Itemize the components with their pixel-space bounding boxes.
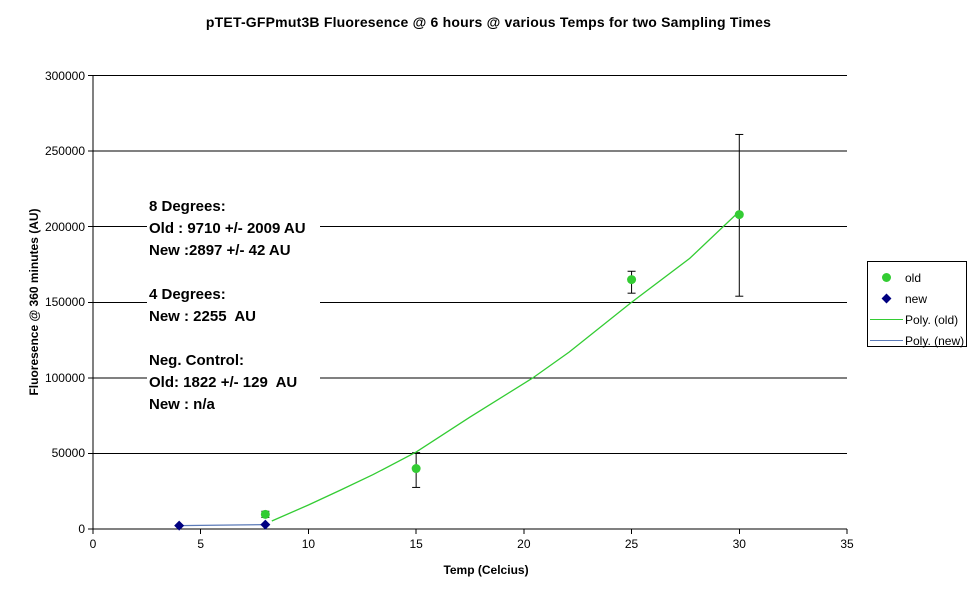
annotation-line: New :2897 +/- 42 AU bbox=[149, 242, 291, 259]
legend-item: Poly. (old) bbox=[868, 309, 966, 330]
x-tick-label: 25 bbox=[624, 537, 639, 551]
diamond-icon bbox=[881, 293, 892, 304]
legend: old new Poly. (old) Poly. (new) bbox=[867, 261, 967, 348]
legend-circle-swatch bbox=[868, 273, 905, 282]
legend-diamond-swatch bbox=[868, 293, 905, 304]
trendline-polyold bbox=[271, 210, 740, 522]
data-point-new bbox=[174, 520, 185, 531]
x-tick-label: 20 bbox=[517, 537, 531, 551]
x-tick-label: 5 bbox=[197, 537, 205, 551]
line-icon bbox=[870, 319, 903, 320]
x-tick-label: 30 bbox=[732, 537, 746, 551]
annotation-line: 8 Degrees: bbox=[149, 198, 226, 215]
legend-item: new bbox=[868, 288, 966, 309]
legend-label: old bbox=[905, 270, 922, 285]
legend-label: Poly. (old) bbox=[905, 312, 959, 327]
x-tick-label: 35 bbox=[840, 537, 854, 551]
data-point-old bbox=[411, 464, 421, 474]
y-tick-label: 300000 bbox=[44, 68, 85, 83]
y-tick-label: 250000 bbox=[44, 144, 85, 159]
annotation-line: Old : 9710 +/- 2009 AU bbox=[149, 220, 306, 237]
annotation-line: New : n/a bbox=[149, 396, 215, 413]
data-point-old bbox=[627, 275, 637, 285]
annotation-line: Neg. Control: bbox=[149, 352, 244, 369]
legend-label: Poly. (new) bbox=[905, 333, 965, 348]
line-icon bbox=[870, 340, 903, 341]
x-tick-label: 0 bbox=[89, 537, 97, 551]
legend-line-swatch bbox=[868, 340, 905, 341]
annotation-line: 4 Degrees: bbox=[149, 286, 226, 303]
chart-title: pTET-GFPmut3B Fluoresence @ 6 hours @ va… bbox=[205, 14, 772, 30]
y-tick-label: 0 bbox=[78, 522, 85, 536]
annotation-line: Old: 1822 +/- 129 AU bbox=[149, 374, 298, 391]
legend-item: old bbox=[868, 267, 966, 288]
x-tick-label: 10 bbox=[301, 537, 316, 551]
data-point-old bbox=[734, 210, 744, 220]
y-tick-label: 200000 bbox=[44, 219, 85, 234]
annotation-line: New : 2255 AU bbox=[149, 308, 256, 325]
x-tick-label: 15 bbox=[409, 537, 423, 551]
legend-item: Poly. (new) bbox=[868, 330, 966, 351]
circle-icon bbox=[882, 273, 891, 282]
annotation-textbox: 8 Degrees: Old : 9710 +/- 2009 AU New :289… bbox=[147, 196, 320, 416]
annotation-line bbox=[149, 328, 306, 350]
legend-line-swatch bbox=[868, 319, 905, 320]
data-point-old bbox=[260, 509, 270, 519]
annotation-line bbox=[149, 262, 306, 284]
data-point-new bbox=[260, 519, 271, 530]
trendline-polynew bbox=[179, 523, 266, 527]
y-tick-label: 50000 bbox=[51, 446, 85, 461]
y-tick-label: 100000 bbox=[44, 370, 85, 385]
x-axis-title: Temp (Celcius) bbox=[443, 563, 529, 577]
legend-label: new bbox=[905, 291, 928, 306]
y-tick-label: 150000 bbox=[44, 295, 85, 310]
